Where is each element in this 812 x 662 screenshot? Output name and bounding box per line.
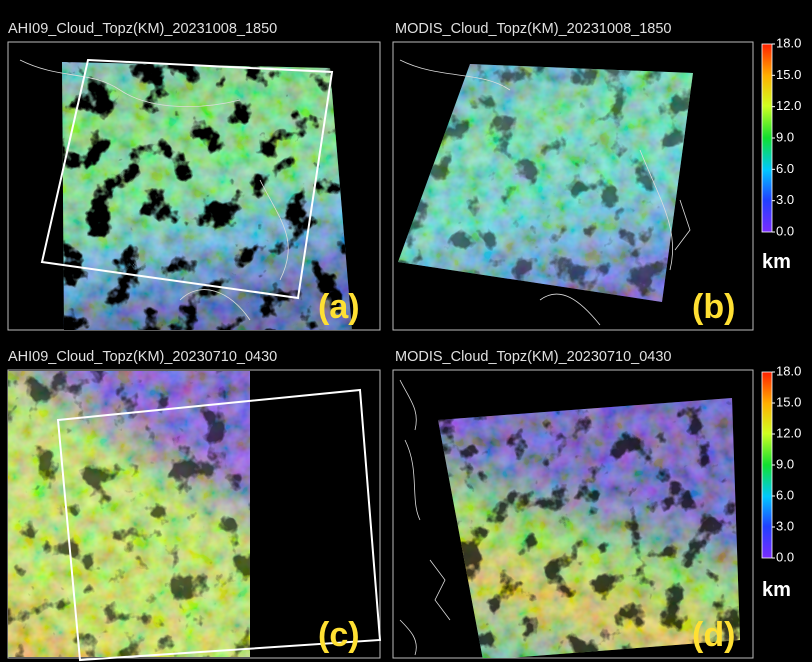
panel-title: MODIS_Cloud_Topz(KM)_20231008_1850 xyxy=(395,21,671,37)
colorbar xyxy=(762,372,772,558)
colorbar-tick-label: 0.0 xyxy=(776,223,794,238)
panel-c: AHI09_Cloud_Topz(KM)_20230710_0430 (c) xyxy=(8,349,380,660)
colorbar-unit: km xyxy=(762,579,791,601)
panel-label: (d) xyxy=(692,616,735,654)
colorbar-tick-label: 9.0 xyxy=(776,129,794,144)
panel-title: MODIS_Cloud_Topz(KM)_20230710_0430 xyxy=(395,349,671,365)
panel-title: AHI09_Cloud_Topz(KM)_20231008_1850 xyxy=(8,21,277,37)
colorbar-tick-label: 18.0 xyxy=(776,363,801,378)
panel-title: AHI09_Cloud_Topz(KM)_20230710_0430 xyxy=(8,349,277,365)
panel-label: (a) xyxy=(318,288,360,326)
panel-a: AHI09_Cloud_Topz(KM)_20231008_1850 (a) xyxy=(8,21,380,330)
colorbar-unit: km xyxy=(762,251,791,273)
panel-label: (b) xyxy=(692,288,735,326)
panel-b: MODIS_Cloud_Topz(KM)_20231008_1850 (b) xyxy=(393,21,753,330)
cloud-field xyxy=(8,42,380,330)
panel-d: MODIS_Cloud_Topz(KM)_20230710_0430 (d) xyxy=(393,349,753,658)
figure: AHI09_Cloud_Topz(KM)_20231008_1850 (a) M… xyxy=(0,0,812,662)
colorbar-tick-label: 9.0 xyxy=(776,456,794,471)
colorbar-tick-label: 6.0 xyxy=(776,161,794,176)
colorbar-tick-label: 12.0 xyxy=(776,425,801,440)
colorbar-tick-label: 0.0 xyxy=(776,549,794,564)
panel-label: (c) xyxy=(318,616,360,654)
colorbar-tick-label: 3.0 xyxy=(776,192,794,207)
colorbar-tick-label: 18.0 xyxy=(776,35,801,50)
colorbar-tick-label: 15.0 xyxy=(776,67,801,82)
colorbar-tick-label: 6.0 xyxy=(776,487,794,502)
colorbar-tick-label: 15.0 xyxy=(776,394,801,409)
colorbar-tick-label: 3.0 xyxy=(776,518,794,533)
colorbar xyxy=(762,44,772,232)
colorbar-tick-label: 12.0 xyxy=(776,98,801,113)
